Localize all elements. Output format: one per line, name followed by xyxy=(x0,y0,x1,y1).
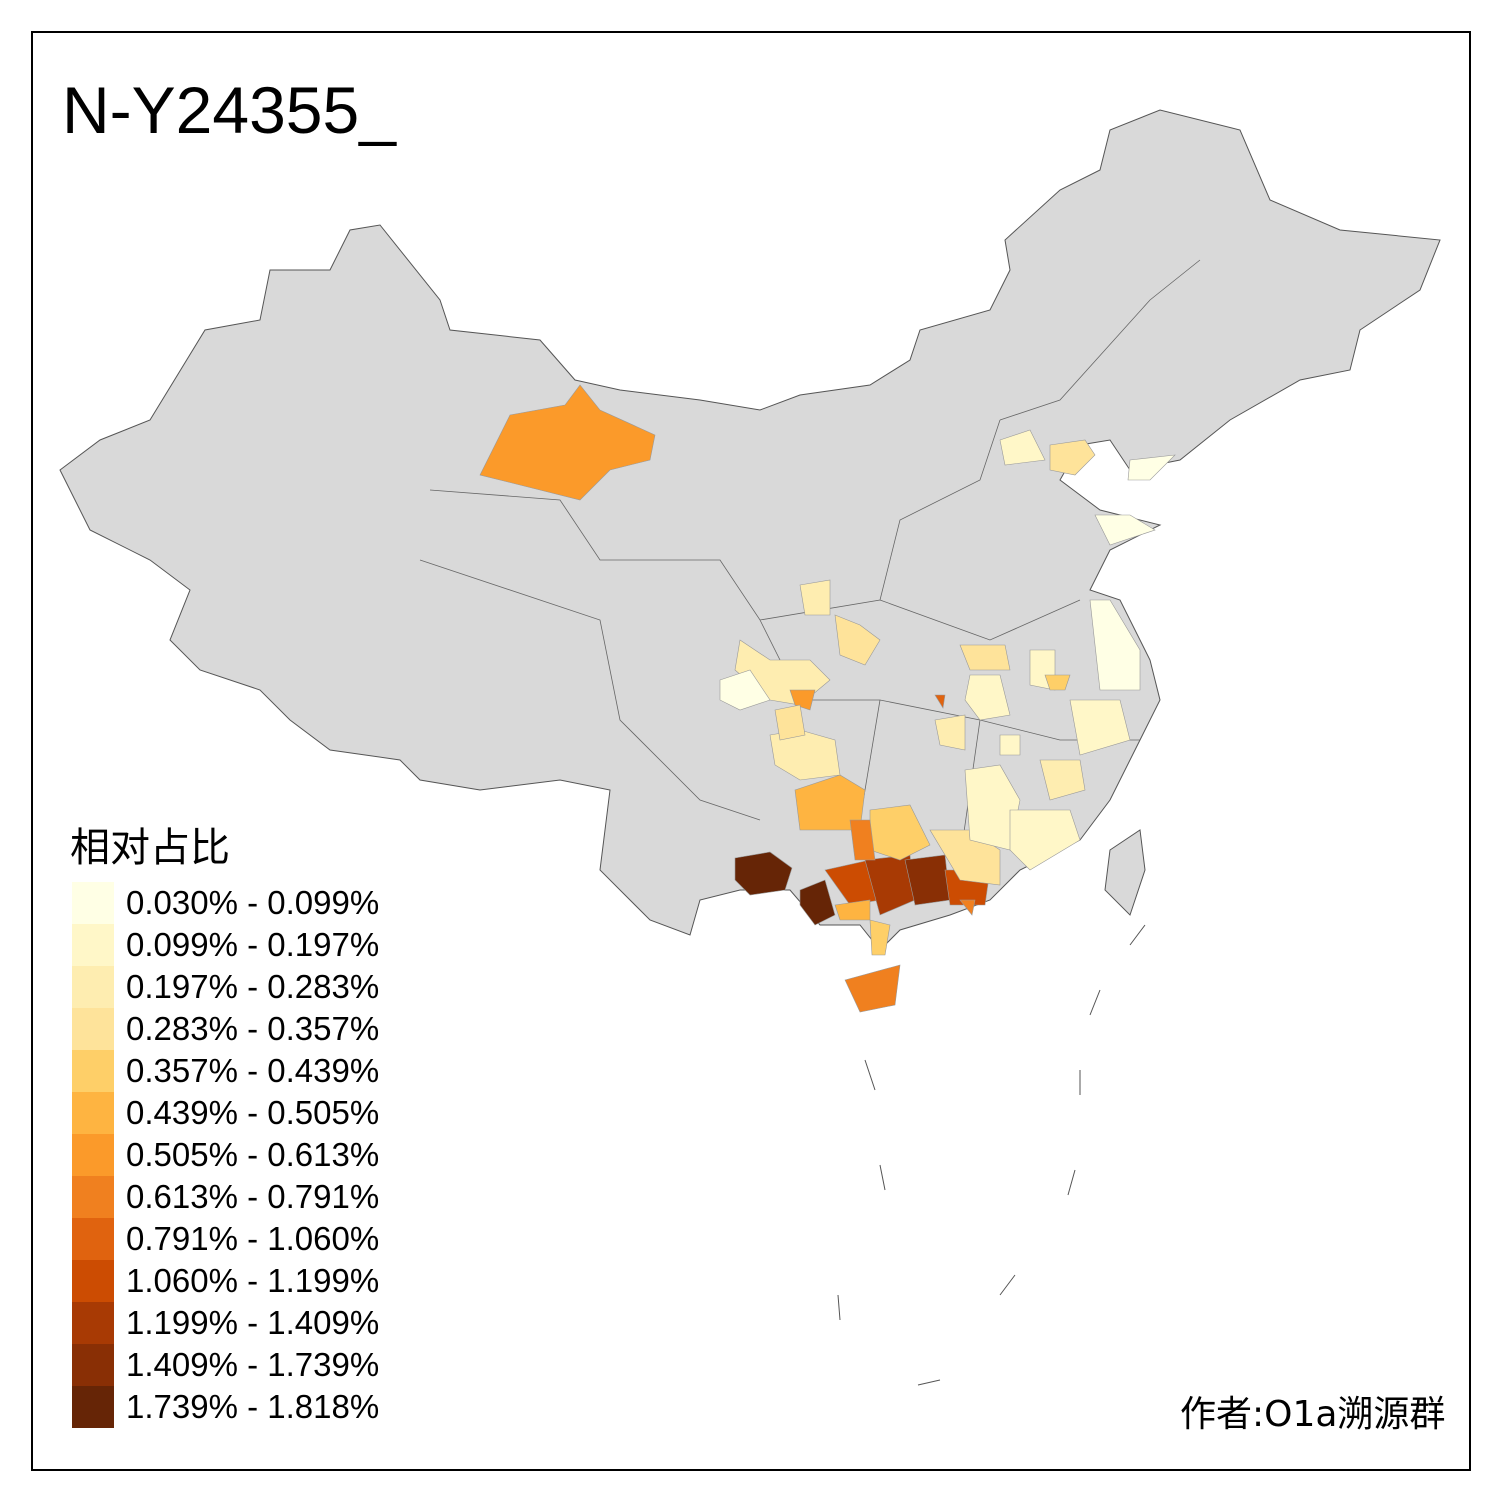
legend-label: 0.791% - 1.060% xyxy=(126,1220,380,1257)
legend-label: 0.283% - 0.357% xyxy=(126,1010,380,1047)
legend-label: 0.357% - 0.439% xyxy=(126,1052,380,1089)
legend-label: 0.439% - 0.505% xyxy=(126,1094,380,1131)
region xyxy=(964,674,1011,721)
legend-label: 1.060% - 1.199% xyxy=(126,1262,380,1299)
legend-item: 1.739% - 1.818% xyxy=(72,1386,379,1428)
region xyxy=(834,614,881,666)
region xyxy=(869,919,891,956)
region xyxy=(934,694,946,709)
region xyxy=(1049,439,1096,476)
region xyxy=(794,774,866,831)
region xyxy=(1127,454,1176,481)
region xyxy=(1069,699,1131,756)
legend-item: 1.060% - 1.199% xyxy=(72,1260,379,1302)
legend-swatch xyxy=(72,966,114,1008)
legend-title: 相对占比 xyxy=(70,825,230,871)
region xyxy=(934,714,966,751)
data-regions xyxy=(479,384,1176,1013)
legend-item: 0.613% - 0.791% xyxy=(72,1176,379,1218)
region xyxy=(849,819,876,861)
region xyxy=(799,579,831,616)
legend-item: 0.283% - 0.357% xyxy=(72,1008,379,1050)
legend-item: 0.099% - 0.197% xyxy=(72,924,379,966)
legend-item: 0.030% - 0.099% xyxy=(72,882,379,924)
base-map xyxy=(59,109,1441,951)
legend-swatch xyxy=(72,1050,114,1092)
region xyxy=(999,429,1046,466)
legend-swatch xyxy=(72,1344,114,1386)
legend-item: 0.791% - 1.060% xyxy=(72,1218,379,1260)
legend: 0.030% - 0.099% 0.099% - 0.197% 0.197% - 0… xyxy=(72,882,379,1428)
south-china-sea-islands xyxy=(837,924,1146,1386)
legend-swatch xyxy=(72,1008,114,1050)
region xyxy=(774,704,806,741)
legend-swatch xyxy=(72,1386,114,1428)
region xyxy=(1039,759,1086,801)
legend-label: 0.505% - 0.613% xyxy=(126,1136,380,1173)
legend-swatch xyxy=(72,924,114,966)
legend-swatch xyxy=(72,1302,114,1344)
plot-border xyxy=(31,31,1471,1471)
legend-item: 0.439% - 0.505% xyxy=(72,1092,379,1134)
legend-item: 0.357% - 0.439% xyxy=(72,1050,379,1092)
legend-label: 0.030% - 0.099% xyxy=(126,884,380,921)
region xyxy=(1044,674,1071,691)
region xyxy=(789,689,816,711)
region xyxy=(844,964,901,1013)
region xyxy=(929,829,1001,886)
legend-swatch xyxy=(72,1218,114,1260)
legend-swatch xyxy=(72,1176,114,1218)
legend-item: 0.505% - 0.613% xyxy=(72,1134,379,1176)
taiwan-outline xyxy=(1104,829,1146,916)
region xyxy=(959,644,1011,671)
region xyxy=(999,734,1021,756)
chart-title: N-Y24355_ xyxy=(62,73,396,147)
legend-swatch xyxy=(72,1092,114,1134)
legend-swatch xyxy=(72,1260,114,1302)
mainland-outline xyxy=(59,109,1441,951)
region xyxy=(479,384,656,501)
region xyxy=(1089,599,1141,691)
region xyxy=(959,899,976,916)
legend-item: 1.199% - 1.409% xyxy=(72,1302,379,1344)
region xyxy=(799,879,836,926)
legend-label: 1.199% - 1.409% xyxy=(126,1304,380,1341)
legend-label: 1.739% - 1.818% xyxy=(126,1388,380,1425)
region xyxy=(1009,809,1081,871)
legend-swatch xyxy=(72,882,114,924)
region xyxy=(734,851,793,896)
region xyxy=(1094,514,1156,546)
legend-swatch xyxy=(72,1134,114,1176)
legend-label: 0.197% - 0.283% xyxy=(126,968,380,1005)
legend-item: 0.197% - 0.283% xyxy=(72,966,379,1008)
legend-item: 1.409% - 1.739% xyxy=(72,1344,379,1386)
legend-label: 1.409% - 1.739% xyxy=(126,1346,380,1383)
region xyxy=(719,669,771,711)
legend-label: 0.613% - 0.791% xyxy=(126,1178,380,1215)
author-credit: 作者:O1a溯源群 xyxy=(1180,1394,1446,1435)
legend-label: 0.099% - 0.197% xyxy=(126,926,380,963)
